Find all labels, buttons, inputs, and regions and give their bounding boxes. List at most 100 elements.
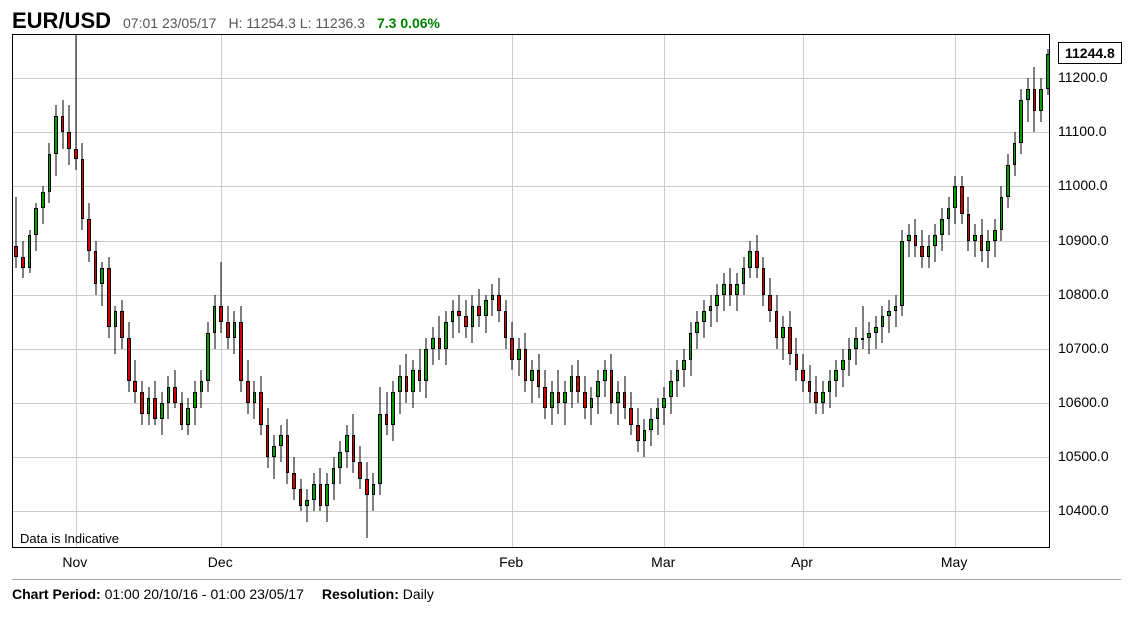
candle [881, 35, 885, 549]
resolution: Resolution: Daily [322, 586, 434, 602]
candle-body [1006, 165, 1010, 197]
candle-body [34, 208, 38, 235]
candle-body [715, 295, 719, 306]
candle-body [286, 435, 290, 473]
candle-body [491, 295, 495, 300]
candle [543, 35, 547, 549]
candle [676, 35, 680, 549]
candle [160, 35, 164, 549]
candle [253, 35, 257, 549]
candle [781, 35, 785, 549]
candle-body [504, 311, 508, 338]
candle-body [173, 387, 177, 403]
candle-body [933, 235, 937, 246]
candle-body [722, 284, 726, 295]
candle [213, 35, 217, 549]
candle [722, 35, 726, 549]
candle-body [953, 186, 957, 208]
candle [484, 35, 488, 549]
candle-body [81, 159, 85, 219]
high-low: H: 11254.3 L: 11236.3 [228, 15, 365, 31]
chart-header: EUR/USD 07:01 23/05/17 H: 11254.3 L: 112… [12, 8, 440, 34]
candle [87, 35, 91, 549]
candle [133, 35, 137, 549]
candle [933, 35, 937, 549]
candle [947, 35, 951, 549]
candle-wick [889, 300, 890, 332]
candle-wick [221, 262, 222, 332]
candle-body [193, 392, 197, 408]
candle-body [795, 354, 799, 370]
candle-body [986, 241, 990, 252]
candle-body [748, 251, 752, 267]
candle [967, 35, 971, 549]
candle-body [762, 268, 766, 295]
candle-body [120, 311, 124, 338]
candle-wick [895, 295, 896, 327]
candle [219, 35, 223, 549]
candle [537, 35, 541, 549]
candle-body [464, 316, 468, 327]
candle [28, 35, 32, 549]
y-axis-label: 11100.0 [1058, 123, 1107, 139]
x-axis-label: Mar [651, 554, 675, 570]
candle-body [636, 425, 640, 441]
candle [477, 35, 481, 549]
candle [246, 35, 250, 549]
candle [986, 35, 990, 549]
candle-wick [875, 316, 876, 348]
candle-body [305, 500, 309, 505]
candle-body [100, 268, 104, 284]
candle [953, 35, 957, 549]
candle [167, 35, 171, 549]
candle [431, 35, 435, 549]
candle-body [378, 414, 382, 484]
candle-body [940, 219, 944, 235]
candle [438, 35, 442, 549]
candle [140, 35, 144, 549]
candle-wick [710, 295, 711, 327]
candle-body [160, 403, 164, 419]
x-axis-label: May [941, 554, 967, 570]
candle [695, 35, 699, 549]
candle [444, 35, 448, 549]
candle-body [246, 381, 250, 403]
candle [457, 35, 461, 549]
candle-body [67, 132, 71, 148]
candle [127, 35, 131, 549]
candle-body [372, 484, 376, 495]
candle-body [828, 381, 832, 392]
candle-body [484, 300, 488, 316]
candle-body [854, 338, 858, 349]
candle [398, 35, 402, 549]
candle-body [259, 392, 263, 424]
candle [524, 35, 528, 549]
candle-body [471, 306, 475, 328]
candle-body [841, 360, 845, 371]
candle [795, 35, 799, 549]
candle [81, 35, 85, 549]
candle-body [530, 370, 534, 381]
period: Chart Period: 01:00 20/10/16 - 01:00 23/… [12, 586, 304, 602]
candle-body [616, 392, 620, 403]
candle-body [848, 349, 852, 360]
candle [180, 35, 184, 549]
candle [814, 35, 818, 549]
candle-body [451, 311, 455, 322]
resolution-label: Resolution: [322, 586, 399, 602]
candle-body [709, 306, 713, 311]
indicative-label: Data is Indicative [20, 531, 119, 546]
candle-body [729, 284, 733, 295]
candle [715, 35, 719, 549]
y-axis-label: 11200.0 [1058, 69, 1108, 85]
candle [424, 35, 428, 549]
candle-body [676, 370, 680, 381]
candle [768, 35, 772, 549]
candle-wick [617, 381, 618, 424]
candle [279, 35, 283, 549]
candle [834, 35, 838, 549]
plot-area[interactable] [12, 34, 1050, 548]
price-badge: 11244.8 [1058, 42, 1122, 64]
candle [385, 35, 389, 549]
y-axis-label: 10900.0 [1058, 232, 1109, 248]
